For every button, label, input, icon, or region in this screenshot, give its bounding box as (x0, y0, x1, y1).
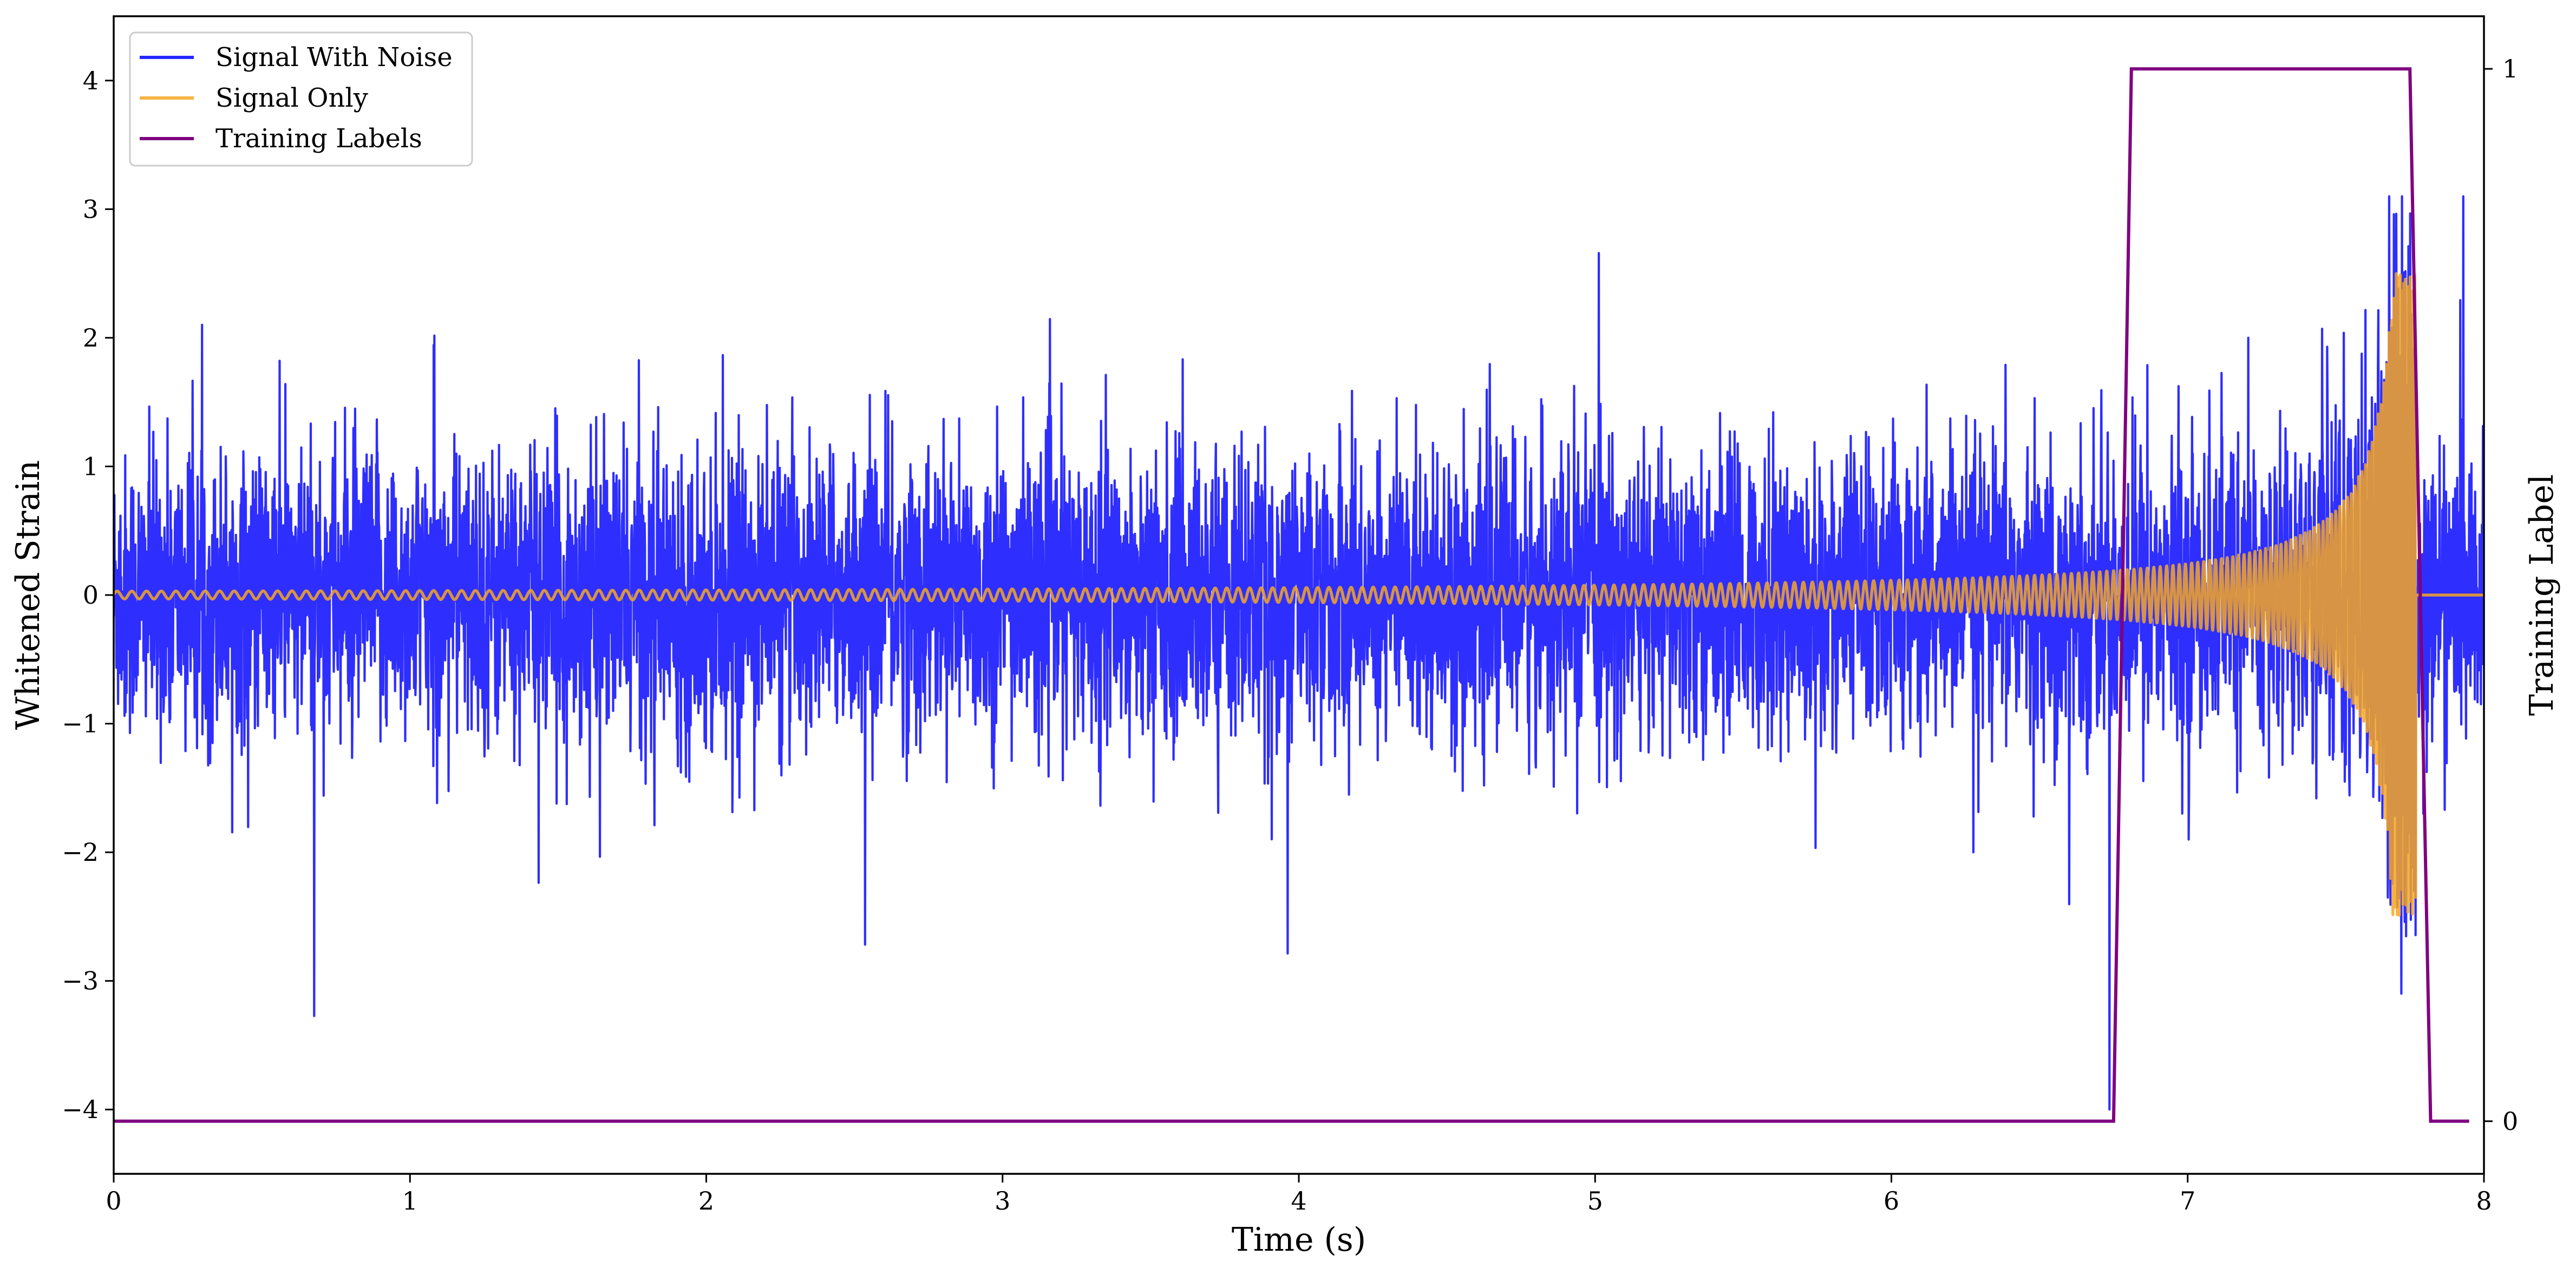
y-tick-label: −2 (62, 838, 99, 867)
y-tick-label: 4 (83, 66, 99, 95)
y-tick-label: −4 (62, 1095, 99, 1124)
series-layer (114, 67, 2484, 1123)
x-tick-label: 2 (698, 1186, 714, 1216)
x-tick-label: 3 (995, 1186, 1010, 1216)
x-axis-title: Time (s) (1232, 1221, 1366, 1259)
legend-entry-label: Signal With Noise (215, 42, 453, 73)
y-tick-label: 1 (83, 452, 99, 481)
y-axis-left: −4 −3 −2 −1 0 1 2 3 4 (62, 66, 114, 1124)
y-axis-right: 01 (2484, 54, 2518, 1136)
series-signal-only-line (114, 272, 2484, 917)
y-tick-label: −3 (62, 966, 99, 996)
x-tick-label: 4 (1291, 1186, 1306, 1216)
legend: Signal With Noise Signal Only Training Lab… (129, 31, 473, 167)
y-tick-label: 3 (83, 194, 99, 224)
x-tick-label: 1 (402, 1186, 418, 1216)
x-axis: 0 1 2 3 4 5 6 7 8 (106, 1174, 2492, 1216)
y2-tick-label: 1 (2502, 54, 2518, 83)
legend-entry-label: Training Labels (215, 123, 422, 154)
y2-axis-title: Training Label (2523, 474, 2561, 716)
x-tick-label: 5 (1587, 1186, 1603, 1216)
x-tick-label: 7 (2180, 1186, 2195, 1216)
y-tick-label: −1 (62, 709, 99, 739)
legend-box (129, 31, 473, 167)
y-tick-label: 2 (83, 323, 99, 352)
x-tick-label: 0 (106, 1186, 121, 1216)
y-tick-label: 0 (83, 580, 99, 610)
y2-tick-label: 0 (2502, 1107, 2518, 1136)
x-tick-label: 8 (2476, 1186, 2492, 1216)
series-training-labels-line (114, 67, 2469, 1123)
y-axis-title: Whitened Strain (9, 460, 47, 730)
legend-entry-label: Signal Only (215, 83, 368, 113)
x-tick-label: 6 (1884, 1186, 1899, 1216)
